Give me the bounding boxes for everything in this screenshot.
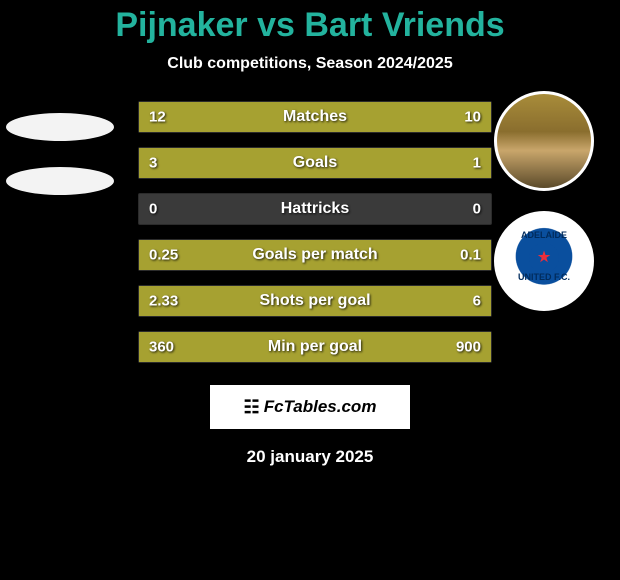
club-logo-text-bottom: UNITED F.C. [514,273,574,283]
brand-icon: ☷ [244,397,260,418]
stat-row: 360900Min per goal [138,331,492,363]
player-left-club-placeholder [6,167,114,195]
player-left-photo-placeholder [6,113,114,141]
stat-row: 31Goals [138,147,492,179]
club-logo-text-top: ADELAIDE [514,231,574,241]
brand-text: FcTables.com [264,397,377,417]
stat-row: 0.250.1Goals per match [138,239,492,271]
page-title: Pijnaker vs Bart Vriends [0,0,620,45]
stat-row: 00Hattricks [138,193,492,225]
stats-bars: 1210Matches 31Goals 00Hattricks 0.250.1Goal… [138,101,492,377]
stat-label: Min per goal [139,338,491,356]
stat-label: Matches [139,108,491,126]
stat-row: 2.336Shots per goal [138,285,492,317]
club-logo-star-icon: ★ [538,249,551,264]
brand-badge: ☷ FcTables.com [210,385,410,429]
club-logo-text: ADELAIDE ★ UNITED F.C. [514,231,574,291]
player-right-photo [494,91,594,191]
player-right-club-logo: ADELAIDE ★ UNITED F.C. [494,211,594,311]
footer-date: 20 january 2025 [0,447,620,467]
club-logo-ball-icon: ★ [529,243,559,273]
stat-label: Goals per match [139,246,491,264]
player-left-column [6,101,126,221]
comparison-panel: 1210Matches 31Goals 00Hattricks 0.250.1Goal… [0,101,620,371]
player-right-column: ADELAIDE ★ UNITED F.C. [494,91,614,331]
stat-label: Shots per goal [139,292,491,310]
stat-label: Goals [139,154,491,172]
stat-row: 1210Matches [138,101,492,133]
subtitle: Club competitions, Season 2024/2025 [0,55,620,73]
stat-label: Hattricks [139,200,491,218]
